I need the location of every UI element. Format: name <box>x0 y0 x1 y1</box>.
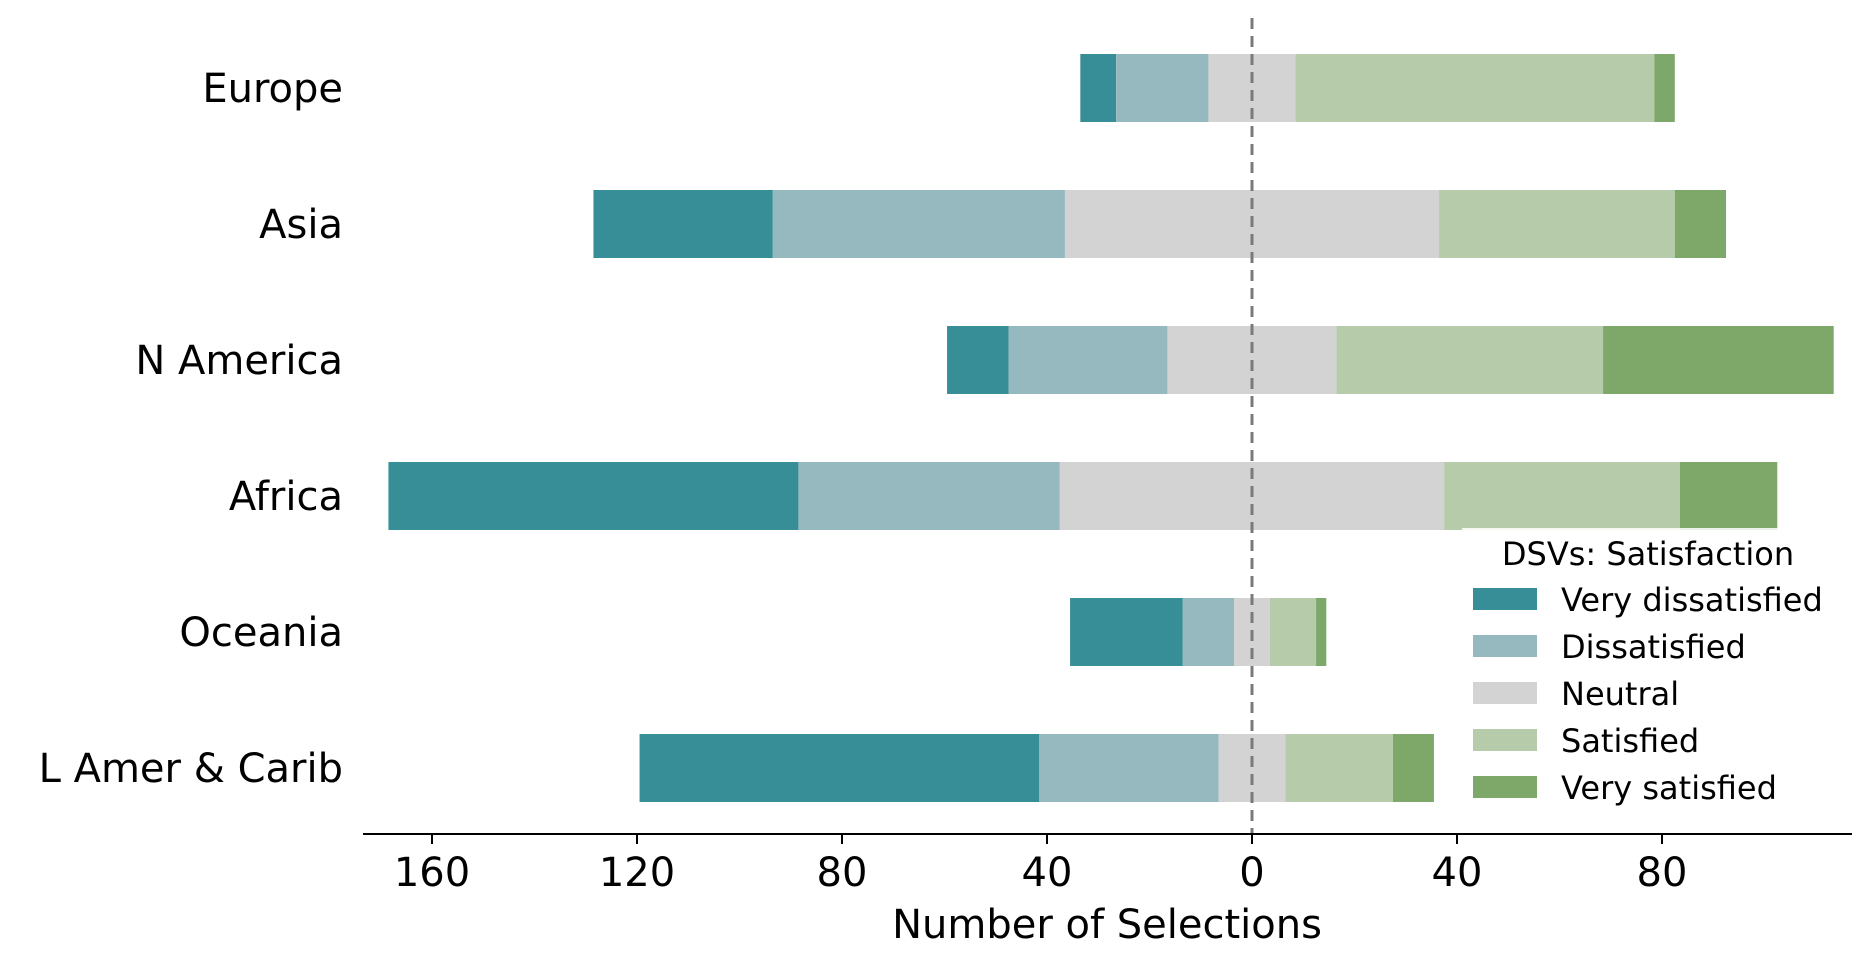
bar-asia-very-dissatisfied <box>593 190 773 258</box>
bar-africa-dissatisfied <box>798 462 1060 530</box>
bar-l-amer-carib-satisfied <box>1285 734 1393 802</box>
bar-asia-dissatisfied <box>772 190 1065 258</box>
legend-background <box>1462 528 1830 812</box>
legend-label-very-dissatisfied: Very dissatisfied <box>1561 581 1823 619</box>
legend-swatch-very-dissatisfied <box>1473 588 1537 610</box>
legend-swatch-very-satisfied <box>1473 776 1537 798</box>
y-tick-label-asia: Asia <box>259 202 343 248</box>
bar-oceania-very-satisfied <box>1316 598 1327 666</box>
legend-swatch-satisfied <box>1473 729 1537 751</box>
bar-africa-very-dissatisfied <box>388 462 799 530</box>
bar-europe-dissatisfied <box>1116 54 1209 122</box>
legend-items: Very dissatisfied Dissatisfied Neutral Sati… <box>1473 581 1823 807</box>
bar-l-amer-carib-dissatisfied <box>1039 734 1219 802</box>
bar-n-america-very-satisfied <box>1603 326 1834 394</box>
legend: DSVs: Satisfaction Very dissatisfied Diss… <box>1462 528 1830 812</box>
bar-europe-very-satisfied <box>1654 54 1675 122</box>
y-tick-label-africa: Africa <box>229 474 343 520</box>
bar-africa-very-satisfied <box>1679 462 1778 530</box>
legend-swatch-dissatisfied <box>1473 635 1537 657</box>
legend-label-neutral: Neutral <box>1561 675 1679 713</box>
y-tick-labels: Europe Asia N America Africa Oceania L Amer &… <box>39 66 343 792</box>
y-tick-label-n-america: N America <box>135 338 343 384</box>
x-ticks: 160 120 80 40 0 40 80 <box>394 834 1688 896</box>
legend-label-dissatisfied: Dissatisfied <box>1561 628 1746 666</box>
bar-europe-satisfied <box>1295 54 1655 122</box>
x-axis-label: Number of Selections <box>892 902 1322 948</box>
bar-asia-satisfied <box>1439 190 1675 258</box>
x-tick-label: 120 <box>599 850 675 896</box>
legend-label-satisfied: Satisfied <box>1561 722 1699 760</box>
y-tick-label-oceania: Oceania <box>179 610 343 656</box>
bar-l-amer-carib-very-dissatisfied <box>639 734 1040 802</box>
legend-swatch-neutral <box>1473 682 1537 704</box>
bar-asia-very-satisfied <box>1674 190 1727 258</box>
bar-n-america-dissatisfied <box>1008 326 1168 394</box>
x-tick-label: 80 <box>1637 850 1688 896</box>
bar-l-amer-carib-very-satisfied <box>1392 734 1434 802</box>
x-tick-label: 40 <box>1432 850 1483 896</box>
x-tick-label: 160 <box>394 850 470 896</box>
bar-n-america-satisfied <box>1336 326 1604 394</box>
x-tick-label: 80 <box>817 850 868 896</box>
bar-oceania-dissatisfied <box>1182 598 1235 666</box>
x-tick-label: 40 <box>1022 850 1073 896</box>
legend-label-very-satisfied: Very satisfied <box>1561 769 1777 807</box>
bar-n-america-very-dissatisfied <box>947 326 1009 394</box>
bar-europe-very-dissatisfied <box>1080 54 1117 122</box>
bar-oceania-very-dissatisfied <box>1070 598 1183 666</box>
y-tick-label-europe: Europe <box>202 66 343 112</box>
y-tick-label-l-amer-carib: L Amer & Carib <box>39 746 343 792</box>
bar-africa-satisfied <box>1444 462 1680 530</box>
x-tick-label: 0 <box>1239 850 1264 896</box>
legend-title: DSVs: Satisfaction <box>1502 535 1794 573</box>
bars-group <box>388 54 1834 802</box>
bar-oceania-satisfied <box>1269 598 1317 666</box>
